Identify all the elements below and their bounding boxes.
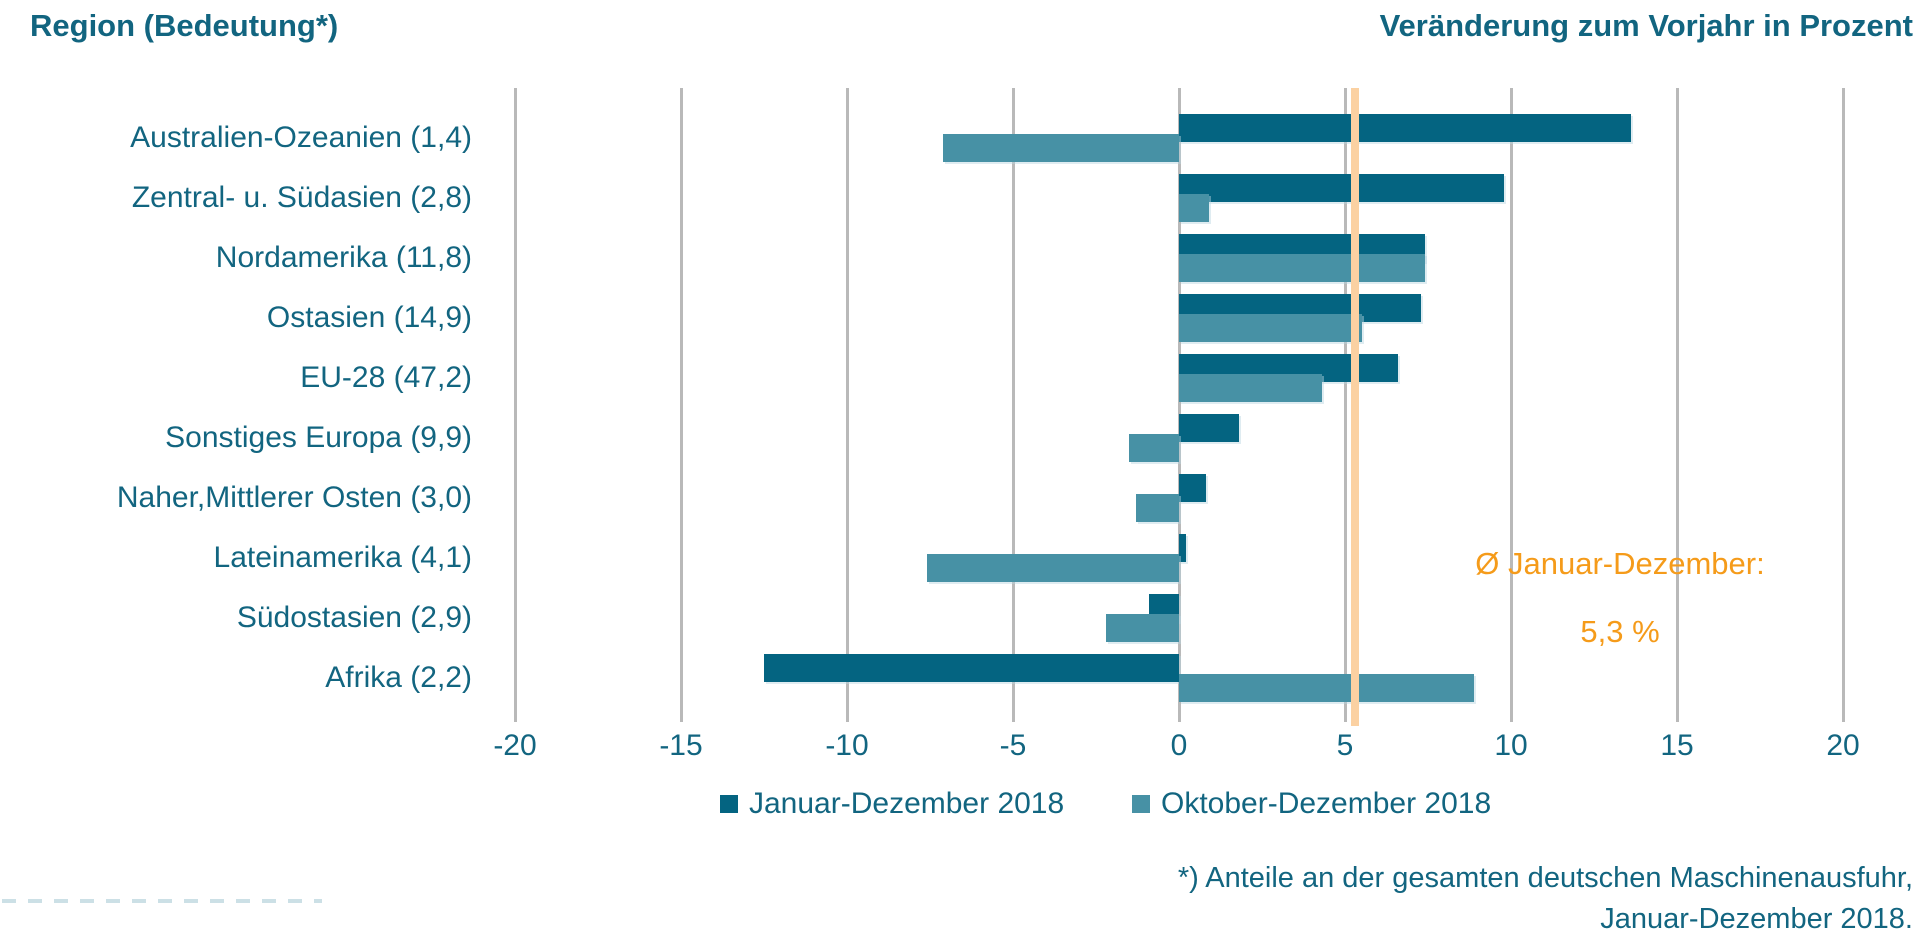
category-label: Australien-Ozeanien (1,4) xyxy=(130,121,472,154)
bar-oktober-dezember xyxy=(943,134,1179,162)
bar-oktober-dezember xyxy=(926,554,1179,582)
x-tick-label: 15 xyxy=(1660,729,1694,762)
gridline xyxy=(1011,88,1015,712)
category-label: Südostasien (2,9) xyxy=(236,601,472,634)
category-label: Nordamerika (11,8) xyxy=(215,241,472,274)
axis-tick xyxy=(513,712,517,722)
bar-oktober-dezember xyxy=(1179,314,1362,342)
category-label: Afrika (2,2) xyxy=(325,661,472,694)
bar-oktober-dezember xyxy=(1179,254,1425,282)
x-tick-label: 0 xyxy=(1170,729,1188,762)
category-label: Sonstiges Europa (9,9) xyxy=(165,421,472,454)
legend-item-januar-dezember: Januar-Dezember 2018 xyxy=(720,786,1064,822)
axis-tick xyxy=(1011,712,1015,722)
bar-oktober-dezember xyxy=(1129,434,1179,462)
average-annotation-line1: Ø Januar-Dezember: xyxy=(1475,546,1765,581)
x-tick-label: -20 xyxy=(493,729,537,762)
legend-item-oktober-dezember: Oktober-Dezember 2018 xyxy=(1132,786,1491,822)
footnote-line2: Januar-Dezember 2018. xyxy=(1600,903,1913,935)
bar-januar-dezember xyxy=(764,654,1179,682)
bar-januar-dezember xyxy=(1179,474,1206,502)
average-line xyxy=(1350,88,1359,726)
bar-oktober-dezember xyxy=(1135,494,1179,522)
axis-tick xyxy=(679,712,683,722)
faded-watermark-artifact xyxy=(2,899,322,903)
legend-label: Oktober-Dezember 2018 xyxy=(1161,787,1492,820)
footnote: *) Anteile an der gesamten deutschen Mas… xyxy=(1178,858,1913,940)
bar-oktober-dezember xyxy=(1105,614,1179,642)
axis-tick xyxy=(845,712,849,722)
bar-januar-dezember xyxy=(1179,534,1186,562)
bar-oktober-dezember xyxy=(1179,374,1322,402)
bar-januar-dezember xyxy=(1179,174,1505,202)
axis-tick xyxy=(1841,712,1845,722)
bar-oktober-dezember xyxy=(1179,674,1475,702)
gridline xyxy=(1841,88,1845,712)
bar-januar-dezember xyxy=(1179,414,1239,442)
axis-tick xyxy=(1343,712,1347,722)
bar-januar-dezember xyxy=(1179,114,1631,142)
bar-oktober-dezember xyxy=(1179,194,1209,222)
chart-title: Veränderung zum Vorjahr in Prozent xyxy=(1379,8,1913,43)
x-tick-label: -15 xyxy=(659,729,703,762)
gridline xyxy=(845,88,849,712)
category-label: Lateinamerika (4,1) xyxy=(213,541,472,574)
footnote-line1: *) Anteile an der gesamten deutschen Mas… xyxy=(1177,862,1913,894)
axis-tick xyxy=(1177,712,1181,722)
x-tick-label: 5 xyxy=(1336,729,1354,762)
axis-tick xyxy=(1509,712,1513,722)
legend-marker xyxy=(1132,795,1150,813)
legend-label: Januar-Dezember 2018 xyxy=(749,787,1065,820)
legend-marker xyxy=(720,795,738,813)
category-label: EU-28 (47,2) xyxy=(300,361,472,394)
x-tick-label: 10 xyxy=(1494,729,1528,762)
x-tick-label: -5 xyxy=(999,729,1027,762)
gridline xyxy=(513,88,517,712)
gridline xyxy=(1509,88,1513,712)
category-label: Ostasien (14,9) xyxy=(266,301,472,334)
category-label: Zentral- u. Südasien (2,8) xyxy=(131,181,472,214)
left-axis-title: Region (Bedeutung*) xyxy=(30,8,339,43)
category-label: Naher,Mittlerer Osten (3,0) xyxy=(116,481,472,514)
gridline xyxy=(1343,88,1347,712)
average-annotation-value: 5,3 % xyxy=(1580,614,1660,649)
axis-tick xyxy=(1675,712,1679,722)
gridline xyxy=(1675,88,1679,712)
gridline xyxy=(679,88,683,712)
x-tick-label: -10 xyxy=(825,729,869,762)
x-tick-label: 20 xyxy=(1826,729,1860,762)
